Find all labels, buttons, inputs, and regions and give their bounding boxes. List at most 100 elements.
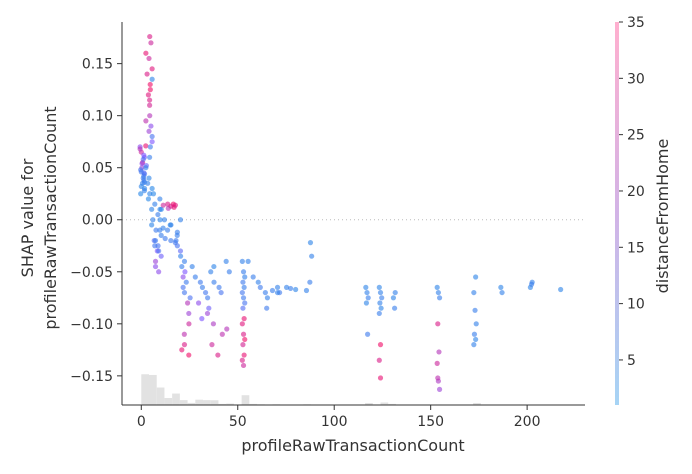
histogram-bar — [195, 400, 203, 405]
data-point — [498, 285, 503, 290]
data-point — [437, 295, 442, 300]
data-point — [474, 321, 479, 326]
data-point — [224, 326, 229, 331]
y-tick-label: 0.10 — [82, 109, 113, 125]
data-point — [240, 321, 245, 326]
scatter-points — [137, 34, 563, 392]
data-point — [241, 332, 246, 337]
data-point — [163, 236, 168, 241]
data-point — [256, 280, 261, 285]
data-point — [240, 280, 245, 285]
data-point — [148, 40, 153, 45]
data-point — [137, 146, 142, 151]
data-point — [179, 347, 184, 352]
data-point — [157, 196, 162, 201]
data-point — [435, 375, 440, 380]
data-point — [147, 103, 152, 108]
colorbar-tick-label: 30 — [627, 71, 645, 87]
data-point — [161, 203, 166, 208]
data-point — [240, 358, 245, 363]
x-tick-label: 150 — [417, 414, 444, 430]
x-tick-label: 50 — [229, 414, 247, 430]
data-point — [144, 71, 149, 76]
data-point — [179, 264, 184, 269]
data-point — [182, 269, 187, 274]
data-point — [168, 204, 173, 209]
colorbar-tick-label: 5 — [627, 353, 636, 369]
data-point — [199, 316, 204, 321]
data-point — [366, 295, 371, 300]
data-point — [148, 144, 153, 149]
data-point — [151, 191, 156, 196]
data-point — [242, 352, 247, 357]
data-point — [139, 161, 144, 166]
colorbar-tick-label: 35 — [627, 15, 645, 31]
data-point — [157, 217, 162, 222]
y-tick-label: −0.15 — [70, 369, 113, 385]
data-point — [240, 290, 245, 295]
data-point — [146, 56, 151, 61]
data-point — [275, 285, 280, 290]
x-tick-label: 0 — [137, 414, 146, 430]
data-point — [211, 321, 216, 326]
data-point — [304, 288, 309, 293]
data-point — [146, 129, 151, 134]
data-point — [219, 290, 224, 295]
data-point — [364, 290, 369, 295]
x-tick-label: 100 — [321, 414, 348, 430]
data-point — [138, 191, 143, 196]
y-axis-label: SHAP value for profileRawTransactionCoun… — [18, 106, 60, 329]
data-point — [147, 97, 152, 102]
data-point — [391, 295, 396, 300]
data-point — [227, 269, 232, 274]
data-point — [241, 269, 246, 274]
data-point — [143, 51, 148, 56]
data-point — [188, 295, 193, 300]
data-point — [182, 290, 187, 295]
data-point — [246, 259, 251, 264]
data-point — [186, 352, 191, 357]
data-point — [150, 186, 155, 191]
histogram-bar — [203, 400, 211, 405]
data-point — [435, 321, 440, 326]
colorbar-tick-label: 25 — [627, 128, 645, 144]
data-point — [152, 243, 157, 248]
data-point — [146, 176, 151, 181]
data-point — [393, 290, 398, 295]
data-point — [242, 274, 247, 279]
colorbar-ticks: 5 10 15 20 25 30 35 — [619, 15, 645, 369]
data-point — [377, 300, 382, 305]
data-point — [150, 139, 155, 144]
data-point — [240, 306, 245, 311]
data-point — [392, 306, 397, 311]
data-point — [473, 337, 478, 342]
data-point — [190, 264, 195, 269]
data-point — [173, 238, 178, 243]
data-point — [379, 306, 384, 311]
colorbar — [615, 22, 619, 405]
data-point — [365, 332, 370, 337]
colorbar-tick-label: 10 — [627, 297, 645, 313]
data-point — [471, 342, 476, 347]
data-point — [377, 285, 382, 290]
data-point — [152, 202, 157, 207]
data-point — [205, 295, 210, 300]
histogram-bar — [149, 375, 157, 405]
data-point — [436, 349, 441, 354]
data-point — [182, 259, 187, 264]
data-point — [162, 217, 167, 222]
data-point — [288, 286, 293, 291]
data-point — [161, 225, 166, 230]
data-point — [150, 66, 155, 71]
data-point — [209, 342, 214, 347]
data-point — [198, 280, 203, 285]
data-point — [275, 290, 280, 295]
data-point — [182, 342, 187, 347]
data-point — [168, 238, 173, 243]
data-point — [153, 259, 158, 264]
data-point — [149, 207, 154, 212]
data-point — [184, 280, 189, 285]
data-point — [363, 285, 368, 290]
data-point — [147, 155, 152, 160]
